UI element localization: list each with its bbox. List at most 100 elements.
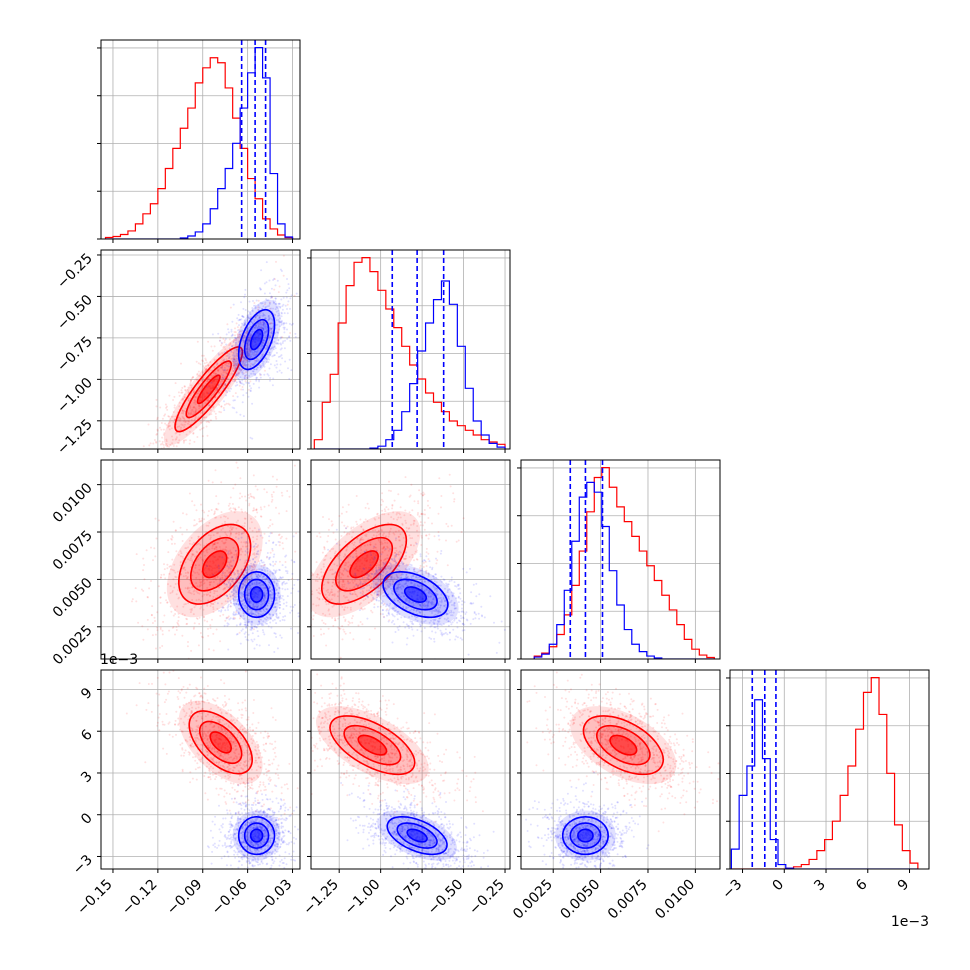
contour-blue: [386, 816, 448, 856]
x-tick-label-0: −0.03: [254, 877, 296, 919]
contour-blue: [393, 578, 438, 611]
panel-frame: [100, 669, 301, 870]
y-tick-label-1: −0.25: [54, 250, 96, 292]
y-tick-label-3: 0: [78, 810, 96, 828]
contour-red: [329, 715, 416, 776]
contour-blue: [243, 578, 270, 611]
marginal-inner: [101, 40, 300, 239]
y-tick-label-3: 9: [78, 685, 96, 703]
x-tick-label-1: −1.00: [342, 877, 384, 919]
panel-frame: [100, 459, 301, 660]
contour-blue: [406, 828, 428, 843]
contour-red: [596, 724, 651, 766]
pair-inner: [521, 670, 720, 869]
pair-inner: [101, 460, 300, 659]
y-offset-label: 1e−3: [100, 652, 138, 668]
contour-blue: [403, 586, 428, 603]
x-tick-label-0: −0.06: [209, 876, 251, 918]
pair-panel-0-2: [101, 460, 300, 659]
contour-blue: [243, 822, 270, 849]
contour-blue: [396, 822, 438, 849]
panel-frame: [520, 459, 721, 660]
x-tick-label-3: 3: [811, 877, 829, 895]
density-level-red: [210, 731, 232, 753]
y-tick-label-3: 6: [78, 727, 96, 745]
panel-frame: [100, 249, 301, 450]
density-level-red: [358, 735, 387, 755]
histogram-blue: [105, 47, 294, 239]
contour-blue: [382, 571, 449, 619]
marginal-panel-3: [726, 670, 929, 870]
x-tick-label-1: −0.75: [383, 877, 425, 919]
contour-red: [582, 715, 664, 776]
y-tick-label-2: 0.0050: [50, 575, 96, 621]
histogram-blue: [314, 280, 506, 449]
contour-red: [349, 550, 379, 579]
marginal-inner: [311, 250, 510, 449]
panel-frame: [310, 249, 511, 450]
marginal-panel-0: [97, 40, 300, 240]
y-tick-label-2: 0.0100: [50, 480, 96, 526]
contour-red: [357, 734, 388, 756]
contour-blue: [577, 828, 594, 843]
panel-frame: [310, 459, 511, 660]
scatter-red: [526, 671, 720, 833]
histogram-red: [533, 467, 715, 659]
panel-frame: [520, 669, 721, 870]
contour-blue: [569, 822, 602, 849]
histogram-blue: [533, 481, 715, 659]
marginal-panel-1: [307, 250, 510, 450]
panel-frame: [310, 669, 511, 870]
panel-frame: [729, 669, 930, 870]
density-level-red: [349, 550, 379, 578]
histogram-red: [313, 257, 506, 449]
y-tick-label-3: −3: [70, 852, 96, 878]
pair-panel-2-3: [521, 670, 720, 869]
contour-red: [335, 536, 394, 592]
x-tick-label-0: −0.15: [74, 877, 116, 919]
x-tick-label-3: 9: [895, 877, 913, 895]
contour-red: [209, 731, 232, 754]
x-tick-label-0: −0.09: [164, 877, 206, 919]
x-tick-label-2: 0.0050: [557, 877, 603, 923]
scatter-blue: [340, 782, 495, 869]
y-tick-label-3: 3: [78, 768, 96, 786]
contour-red: [174, 346, 244, 433]
contour-red: [198, 720, 243, 765]
x-offset-label: 1e−3: [891, 914, 929, 930]
contour-blue: [243, 318, 270, 361]
density-level-blue: [577, 829, 594, 842]
x-tick-label-2: 0.0100: [652, 877, 698, 923]
y-tick-label-1: −0.75: [54, 333, 96, 375]
y-tick-label-2: 0.0025: [50, 622, 96, 668]
density-level-blue: [250, 829, 263, 842]
contour-red: [185, 360, 232, 419]
contour-red: [201, 550, 228, 579]
pair-inner: [311, 460, 510, 659]
contour-red: [196, 374, 221, 405]
panel-frame: [100, 39, 301, 240]
x-tick-label-1: −1.25: [300, 877, 342, 919]
marginal-panel-2: [517, 460, 720, 660]
density-level-red: [197, 375, 220, 404]
x-tick-label-0: −0.12: [119, 877, 161, 919]
contour-red: [320, 523, 408, 605]
x-tick-label-3: −3: [719, 877, 745, 903]
pair-inner: [101, 250, 300, 449]
y-tick-label-2: 0.0075: [50, 528, 96, 574]
histogram-red: [104, 57, 294, 239]
contour-red: [343, 724, 402, 766]
contour-blue: [237, 816, 276, 856]
x-tick-label-3: 0: [769, 877, 787, 895]
contour-red: [609, 734, 638, 756]
pair-panel-0-1: [101, 250, 300, 449]
contour-red: [178, 523, 252, 605]
pair-inner: [101, 670, 300, 869]
contour-blue: [561, 816, 609, 856]
contour-red: [188, 710, 253, 775]
marginal-inner: [521, 460, 720, 659]
contour-red: [189, 536, 240, 592]
marginal-inner: [730, 670, 929, 869]
contour-blue: [237, 571, 276, 619]
